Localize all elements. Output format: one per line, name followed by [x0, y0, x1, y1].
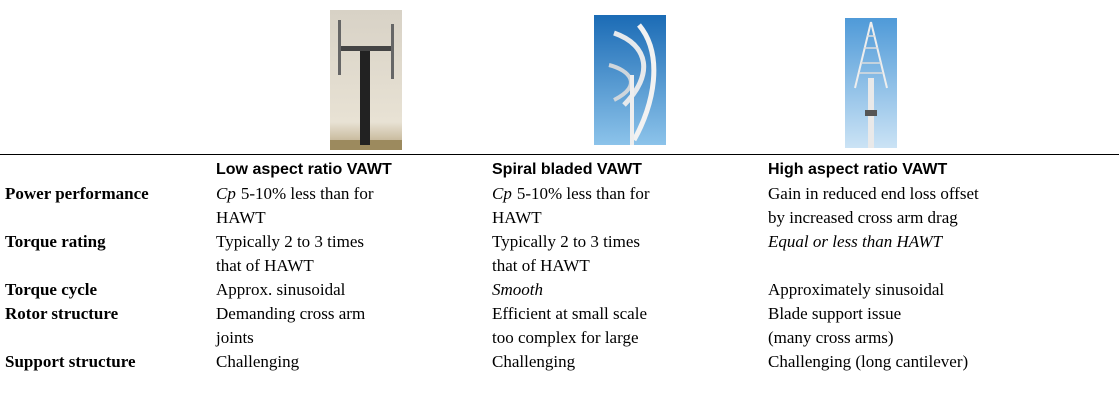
table-cell: Challenging: [216, 350, 492, 374]
cell-line: by increased cross arm drag: [768, 206, 1108, 230]
cell-line: (many cross arms): [768, 326, 1108, 350]
table-cell: Efficient at small scale too complex for …: [492, 302, 768, 350]
table-cell: Equal or less than HAWT: [768, 230, 1108, 278]
cell-text: Challenging: [492, 352, 576, 371]
row-label: Support structure: [5, 352, 136, 371]
table-cell: Gain in reduced end loss offset by increa…: [768, 182, 1108, 230]
cell-line: Equal or less than HAWT: [768, 230, 1108, 254]
cell-text: Demanding cross arm: [216, 304, 366, 323]
table-cell: Approx. sinusoidal: [216, 278, 492, 302]
table-cell: Demanding cross arm joints: [216, 302, 492, 350]
table-cell: Cp 5-10% less than for HAWT: [492, 182, 768, 230]
cell-line: HAWT: [492, 206, 768, 230]
cell-line: Smooth: [492, 278, 768, 302]
cell-text: Gain in reduced end loss offset: [768, 184, 979, 203]
cell-text: that of HAWT: [492, 256, 590, 275]
cell-text: too complex for large: [492, 328, 639, 347]
cell-text: Challenging: [216, 352, 300, 371]
cell-line: Efficient at small scale: [492, 302, 768, 326]
cell-line: Demanding cross arm: [216, 302, 492, 326]
table-cell: Approximately sinusoidal: [768, 278, 1108, 302]
column-header: Low aspect ratio VAWT: [216, 161, 392, 178]
table-row: Rotor structure Demanding cross arm joints…: [0, 302, 1119, 350]
cell-line: Cp 5-10% less than for: [492, 182, 768, 206]
table-cell: Challenging: [492, 350, 768, 374]
cell-text: Challenging (long cantilever): [768, 352, 969, 371]
table-cell: Typically 2 to 3 times that of HAWT: [492, 230, 768, 278]
cell-line: Cp 5-10% less than for: [216, 182, 492, 206]
column-header: Spiral bladed VAWT: [492, 161, 642, 178]
cell-text: Typically 2 to 3 times: [492, 232, 641, 251]
header-row: Low aspect ratio VAWT Spiral bladed VAWT H…: [0, 158, 1119, 182]
table-cell: Smooth: [492, 278, 768, 302]
cell-text: Equal or less than HAWT: [768, 232, 943, 251]
header-rule: [0, 154, 1119, 155]
table-row: Torque cycle Approx. sinusoidal Smooth Appr…: [0, 278, 1119, 302]
spiral-bladed-vawt-photo: [594, 15, 666, 145]
cell-text: HAWT: [216, 208, 266, 227]
cell-line: that of HAWT: [216, 254, 492, 278]
cell-line: joints: [216, 326, 492, 350]
row-label: Rotor structure: [5, 304, 119, 323]
table-cell: Cp 5-10% less than for HAWT: [216, 182, 492, 230]
cell-text: 5-10% less than for: [240, 184, 374, 203]
cell-line: Gain in reduced end loss offset: [768, 182, 1108, 206]
table-row: Support structure Challenging Challenging C…: [0, 350, 1119, 374]
cell-text: 5-10% less than for: [516, 184, 650, 203]
cell-line: Typically 2 to 3 times: [216, 230, 492, 254]
cell-text: Approximately sinusoidal: [768, 280, 945, 299]
cell-line: Challenging (long cantilever): [768, 350, 1108, 374]
symbol: Cp: [492, 184, 512, 203]
column-header: High aspect ratio VAWT: [768, 161, 948, 178]
table-cell: Challenging (long cantilever): [768, 350, 1108, 374]
table-row: Power performance Cp 5-10% less than for HA…: [0, 182, 1119, 230]
cell-line: Approximately sinusoidal: [768, 278, 1108, 302]
cell-line: HAWT: [216, 206, 492, 230]
cell-text: Efficient at small scale: [492, 304, 647, 323]
cell-text: joints: [216, 328, 254, 347]
cell-line: too complex for large: [492, 326, 768, 350]
cell-text: that of HAWT: [216, 256, 314, 275]
cell-line: Challenging: [216, 350, 492, 374]
cell-line: Challenging: [492, 350, 768, 374]
table-row: Torque rating Typically 2 to 3 times that …: [0, 230, 1119, 278]
row-label: Torque cycle: [5, 280, 98, 299]
table-cell: Typically 2 to 3 times that of HAWT: [216, 230, 492, 278]
cell-text: HAWT: [492, 208, 542, 227]
table-cell: Blade support issue (many cross arms): [768, 302, 1108, 350]
cell-line: Approx. sinusoidal: [216, 278, 492, 302]
row-label: Torque rating: [5, 232, 106, 251]
cell-line: that of HAWT: [492, 254, 768, 278]
low-aspect-ratio-vawt-photo: [330, 10, 402, 150]
cell-text: (many cross arms): [768, 328, 894, 347]
cell-text: Typically 2 to 3 times: [216, 232, 365, 251]
cell-text: by increased cross arm drag: [768, 208, 958, 227]
comparison-table: Low aspect ratio VAWT Spiral bladed VAWT H…: [0, 158, 1119, 374]
cell-text: Approx. sinusoidal: [216, 280, 346, 299]
cell-line: Blade support issue: [768, 302, 1108, 326]
row-label: Power performance: [5, 184, 149, 203]
high-aspect-ratio-vawt-photo: [845, 18, 897, 148]
cell-text: Blade support issue: [768, 304, 902, 323]
cell-line: Typically 2 to 3 times: [492, 230, 768, 254]
cell-text: Smooth: [492, 280, 543, 299]
symbol: Cp: [216, 184, 236, 203]
